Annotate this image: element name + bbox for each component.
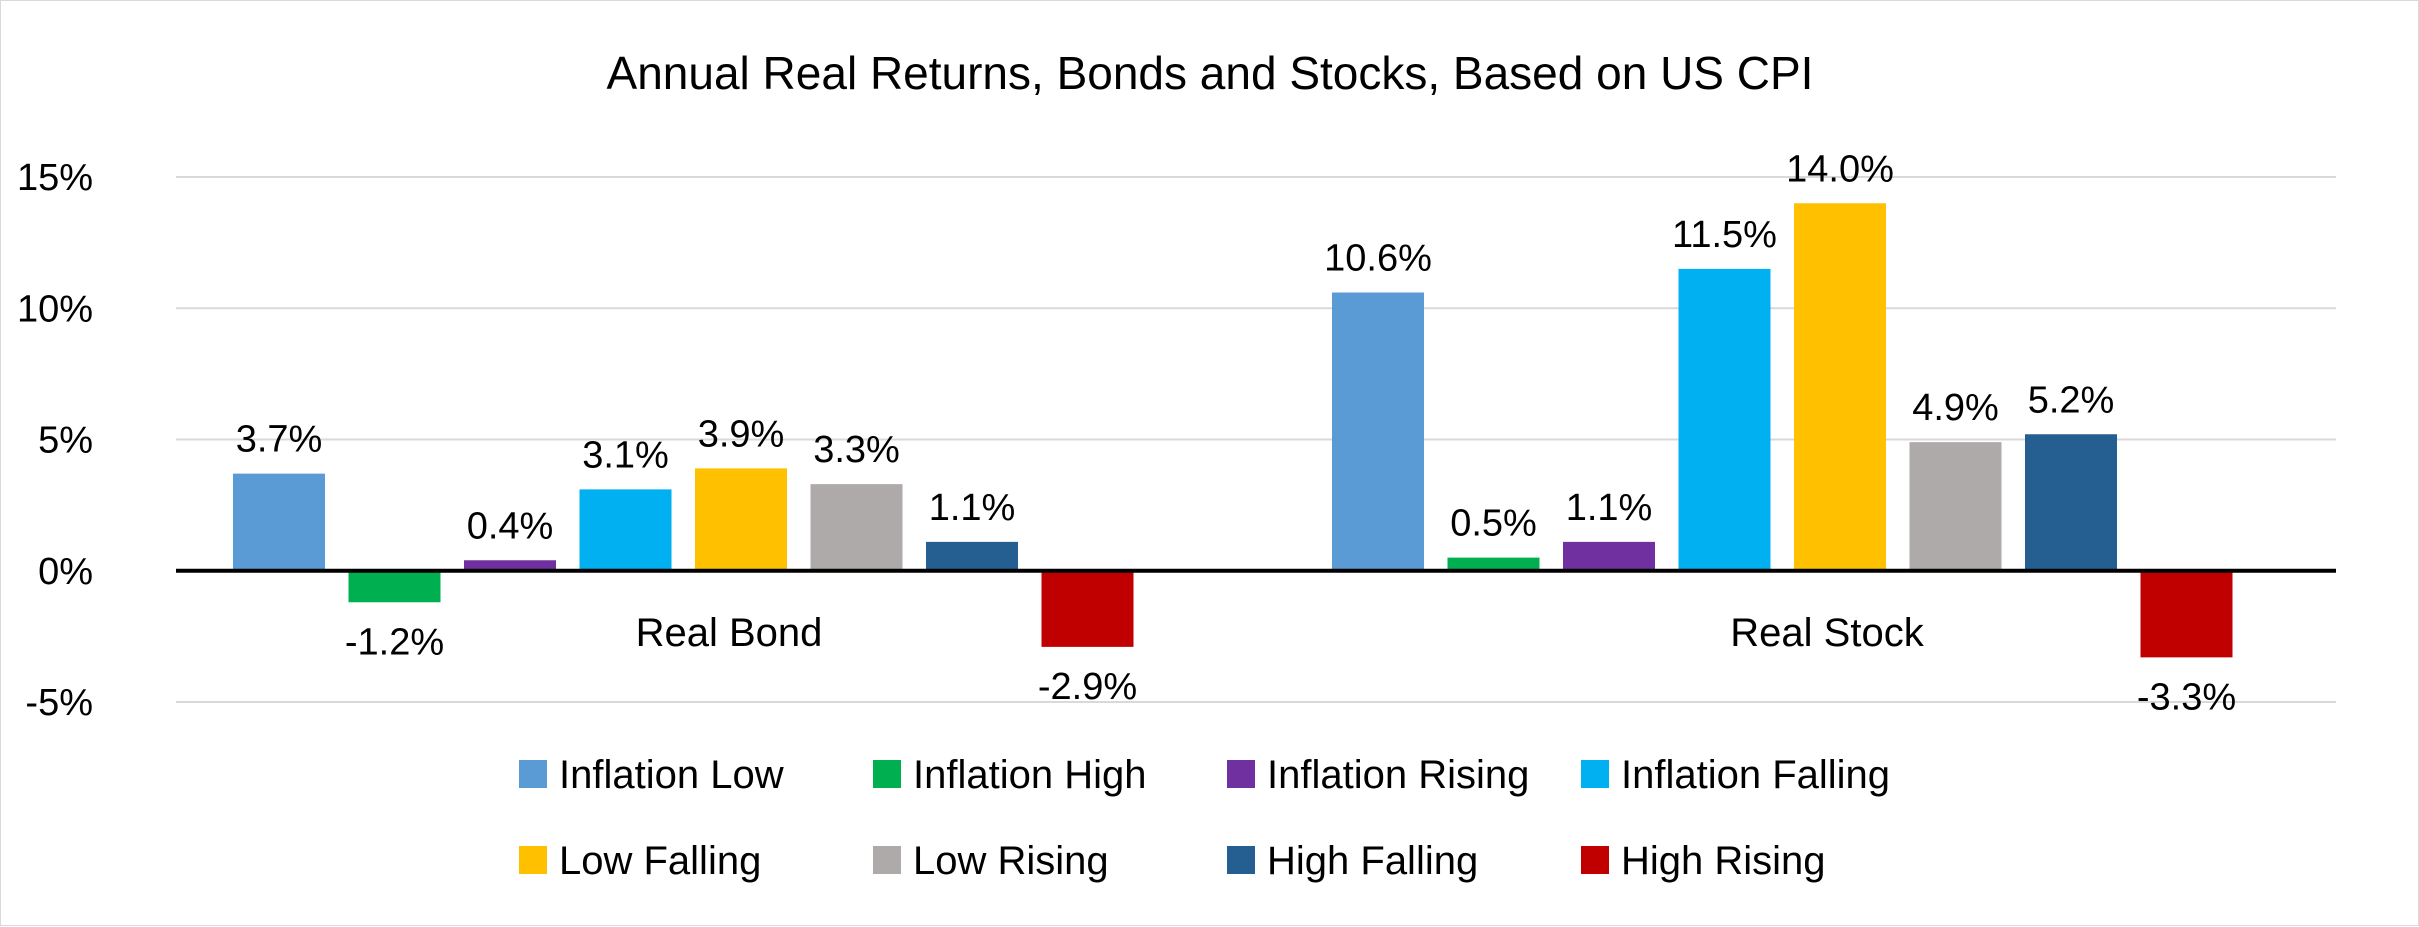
y-tick-label: 15% xyxy=(17,157,93,199)
data-labels: 3.7% 10.6% -1.2% 0.5% 0.4% 1.1% 3.1% 11.5% 3.9% 1… xyxy=(236,148,2236,718)
bar xyxy=(1678,268,1771,571)
legend-item: Inflation High xyxy=(873,753,1146,797)
data-label: 4.9% xyxy=(1912,387,1999,429)
legend-swatch xyxy=(1581,760,1609,788)
legend-label: Inflation High xyxy=(913,753,1146,797)
legend-item: Inflation Falling xyxy=(1581,753,1890,797)
legend-swatch xyxy=(519,760,547,788)
bar xyxy=(1563,541,1655,571)
category-label: Real Stock xyxy=(1730,611,1924,655)
data-label: 3.1% xyxy=(582,434,669,476)
y-axis-ticks: 15% 10% 5% 0% -5% xyxy=(17,157,93,724)
data-label: 10.6% xyxy=(1324,238,1432,280)
bar xyxy=(233,473,325,571)
legend-item: Inflation Rising xyxy=(1227,753,1529,797)
bar xyxy=(2025,434,2117,571)
y-tick-label: -5% xyxy=(25,682,93,724)
data-label: -1.2% xyxy=(345,621,444,663)
y-tick-label: 5% xyxy=(38,420,93,462)
gridlines xyxy=(176,176,2336,703)
category-label: Real Bond xyxy=(636,611,823,655)
data-label: 1.1% xyxy=(929,487,1016,529)
bar xyxy=(1041,570,1134,647)
bar xyxy=(1909,442,2002,571)
legend-item: Low Rising xyxy=(873,839,1109,883)
bar xyxy=(348,570,441,603)
legend-item: High Rising xyxy=(1581,839,1826,883)
bar xyxy=(464,560,556,571)
legend-label: Inflation Low xyxy=(559,753,784,797)
data-label: 0.4% xyxy=(467,505,554,547)
bar xyxy=(2140,570,2233,658)
legend-swatch xyxy=(1227,760,1255,788)
legend-label: High Falling xyxy=(1267,839,1478,883)
bar xyxy=(579,489,672,571)
data-label: 1.1% xyxy=(1566,487,1653,529)
bar xyxy=(695,468,787,571)
legend: Inflation Low Inflation High Inflation Ris… xyxy=(519,753,1890,883)
y-tick-label: 0% xyxy=(38,551,93,593)
data-label: 14.0% xyxy=(1786,148,1894,190)
data-label: -2.9% xyxy=(1038,666,1137,708)
legend-item: High Falling xyxy=(1227,839,1478,883)
legend-swatch xyxy=(1227,846,1255,874)
legend-swatch xyxy=(873,846,901,874)
data-label: 11.5% xyxy=(1672,214,1777,256)
bar xyxy=(810,484,903,571)
category-labels: Real Bond Real Stock xyxy=(636,611,1925,655)
bar xyxy=(1447,557,1540,571)
data-label: 0.5% xyxy=(1450,503,1537,545)
legend-label: Low Falling xyxy=(559,839,761,883)
legend-swatch xyxy=(873,760,901,788)
legend-label: High Rising xyxy=(1621,839,1826,883)
y-tick-label: 10% xyxy=(17,288,93,330)
legend-label: Low Rising xyxy=(913,839,1109,883)
legend-item: Inflation Low xyxy=(519,753,784,797)
bars xyxy=(233,203,2233,658)
data-label: 5.2% xyxy=(2028,379,2115,421)
data-label: 3.9% xyxy=(698,413,785,455)
data-label: 3.7% xyxy=(236,419,323,461)
legend-label: Inflation Falling xyxy=(1621,753,1890,797)
bar xyxy=(1332,292,1424,571)
bar xyxy=(1794,203,1886,571)
legend-swatch xyxy=(1581,846,1609,874)
legend-item: Low Falling xyxy=(519,839,761,883)
data-label: 3.3% xyxy=(813,429,900,471)
legend-label: Inflation Rising xyxy=(1267,753,1529,797)
data-label: -3.3% xyxy=(2137,676,2236,718)
legend-swatch xyxy=(519,846,547,874)
chart-title: Annual Real Returns, Bonds and Stocks, B… xyxy=(607,47,1814,99)
bar xyxy=(926,541,1018,571)
